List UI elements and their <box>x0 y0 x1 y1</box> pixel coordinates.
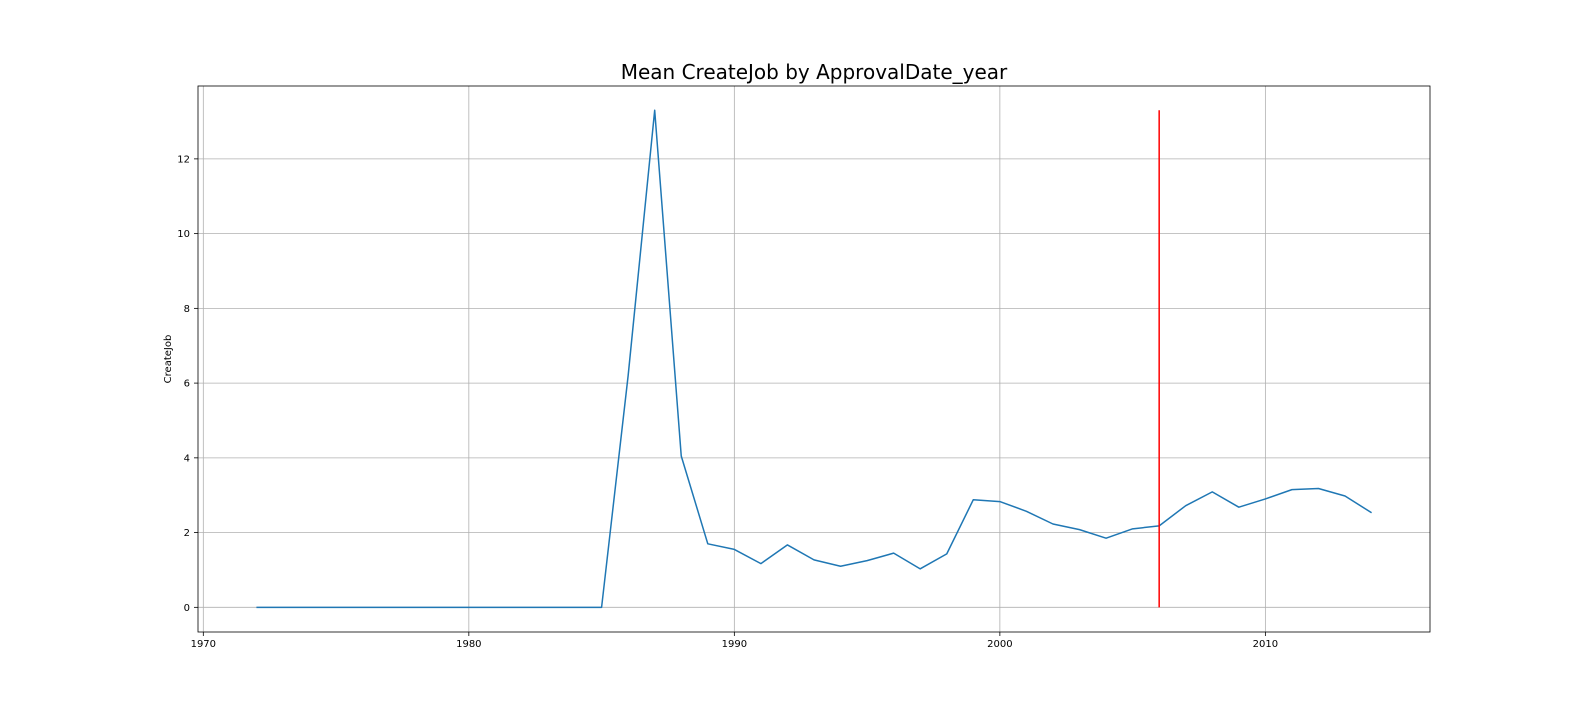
x-tick-label: 1990 <box>722 639 747 650</box>
grid <box>198 86 1430 632</box>
series-layer <box>256 109 1372 609</box>
x-axis: 1970 1980 1990 2000 2010 <box>191 632 1278 650</box>
x-tick-label: 1980 <box>456 639 481 650</box>
y-tick-label: 12 <box>177 154 190 165</box>
y-axis-label: CreateJob <box>163 335 174 384</box>
x-tick-label: 2000 <box>987 639 1012 650</box>
y-tick-label: 2 <box>184 528 190 539</box>
chart-title: Mean CreateJob by ApprovalDate_year <box>621 60 1008 84</box>
x-tick-label: 2010 <box>1253 639 1278 650</box>
x-tick-label: 1970 <box>191 639 216 650</box>
y-tick-label: 0 <box>184 603 190 614</box>
plot-frame <box>197 85 1431 633</box>
y-tick-label: 6 <box>184 379 190 390</box>
y-tick-label: 4 <box>184 453 190 464</box>
y-axis: 0 2 4 6 8 10 12 <box>177 154 198 614</box>
y-tick-label: 8 <box>184 304 190 315</box>
y-tick-label: 10 <box>177 229 190 240</box>
